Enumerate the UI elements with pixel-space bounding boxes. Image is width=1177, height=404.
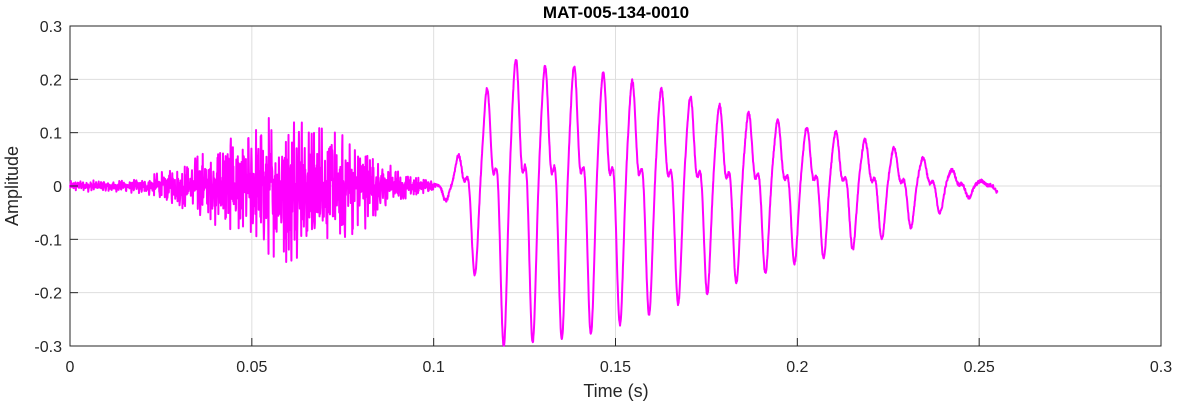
x-tick-label: 0.15 [600,359,631,376]
x-axis-label: Time (s) [583,381,648,401]
chart-title: MAT-005-134-0010 [543,3,689,22]
y-tick-label: -0.1 [34,232,62,249]
y-axis: 0.3 0.2 0.1 0 -0.1 -0.2 -0.3 [34,19,78,356]
x-axis: 0 0.05 0.1 0.15 0.2 0.25 0.3 [66,338,1172,376]
y-tick-label: 0.1 [40,126,62,143]
series-line [69,58,999,347]
x-tick-label: 0.05 [236,359,267,376]
y-tick-label: -0.3 [34,339,62,356]
x-tick-label: 0.25 [964,359,995,376]
x-tick-label: 0.1 [423,359,445,376]
x-tick-label: 0 [66,359,75,376]
series-layer [69,58,999,347]
y-tick-label: -0.2 [34,286,62,303]
x-tick-label: 0.3 [1150,359,1172,376]
y-tick-label: 0 [53,179,62,196]
y-axis-label: Amplitude [2,146,22,226]
y-tick-label: 0.2 [40,72,62,89]
x-tick-label: 0.2 [786,359,808,376]
y-tick-label: 0.3 [40,19,62,36]
